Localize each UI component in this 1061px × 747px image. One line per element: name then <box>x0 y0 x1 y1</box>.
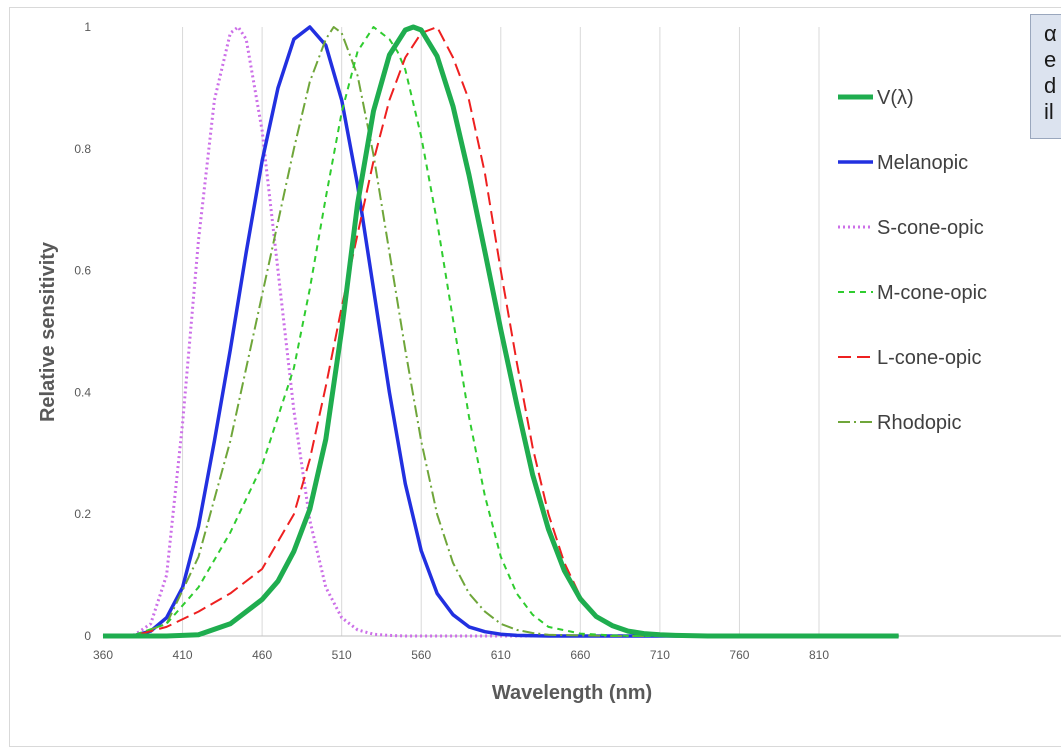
legend-label: Melanopic <box>877 152 968 174</box>
note-box: α e d il <box>1030 14 1061 139</box>
x-tick-label: 410 <box>173 648 193 662</box>
y-tick-label: 0.6 <box>74 264 91 278</box>
y-tick-label: 0.4 <box>74 385 91 399</box>
series-line-s-cone-opic <box>102 25 899 638</box>
x-tick-label: 710 <box>650 648 670 662</box>
chart-frame <box>9 7 1061 747</box>
series-line-melanopic <box>102 25 899 638</box>
legend-label: V(λ) <box>877 87 914 109</box>
sensitivity-chart: 360 410 460 510 560 610 660 710 760 810 0 0.2 0.4 0.6… <box>37 20 1061 704</box>
x-axis-title: Wavelength (nm) <box>492 682 652 704</box>
series-line-rhodopic <box>102 26 899 637</box>
series-line-l-cone-opic <box>102 26 772 637</box>
note-line: d <box>1044 73 1057 98</box>
axis-layer: 360 410 460 510 560 610 660 710 760 810 0 0.2 0.4 0.6… <box>74 20 1061 662</box>
x-tick-label: 760 <box>729 648 749 662</box>
legend-label: L-cone-opic <box>877 347 982 369</box>
note-line: α <box>1044 21 1057 46</box>
y-tick-label: 1 <box>84 20 91 34</box>
x-tick-label: 460 <box>252 648 272 662</box>
note-line: e <box>1044 47 1057 72</box>
series-line-v <box>103 24 899 639</box>
note-line: il <box>1044 99 1054 124</box>
x-tick-label: 810 <box>809 648 829 662</box>
legend-label: M-cone-opic <box>877 282 987 304</box>
x-tick-label: 610 <box>491 648 511 662</box>
x-tick-label: 560 <box>411 648 431 662</box>
x-tick-label: 510 <box>332 648 352 662</box>
x-tick-label: 660 <box>570 648 590 662</box>
series-layer <box>102 24 899 639</box>
y-tick-label: 0 <box>84 629 91 643</box>
legend-label: Rhodopic <box>877 412 962 434</box>
x-tick-label: 360 <box>93 648 113 662</box>
y-tick-label: 0.2 <box>74 507 91 521</box>
series-line-m-cone-opic <box>102 26 899 637</box>
y-axis-title: Relative sensitivity <box>37 241 59 422</box>
legend: V(λ) Melanopic S-cone-opic M-cone-opic L-con… <box>838 87 987 434</box>
y-tick-label: 0.8 <box>74 142 91 156</box>
legend-label: S-cone-opic <box>877 217 984 239</box>
